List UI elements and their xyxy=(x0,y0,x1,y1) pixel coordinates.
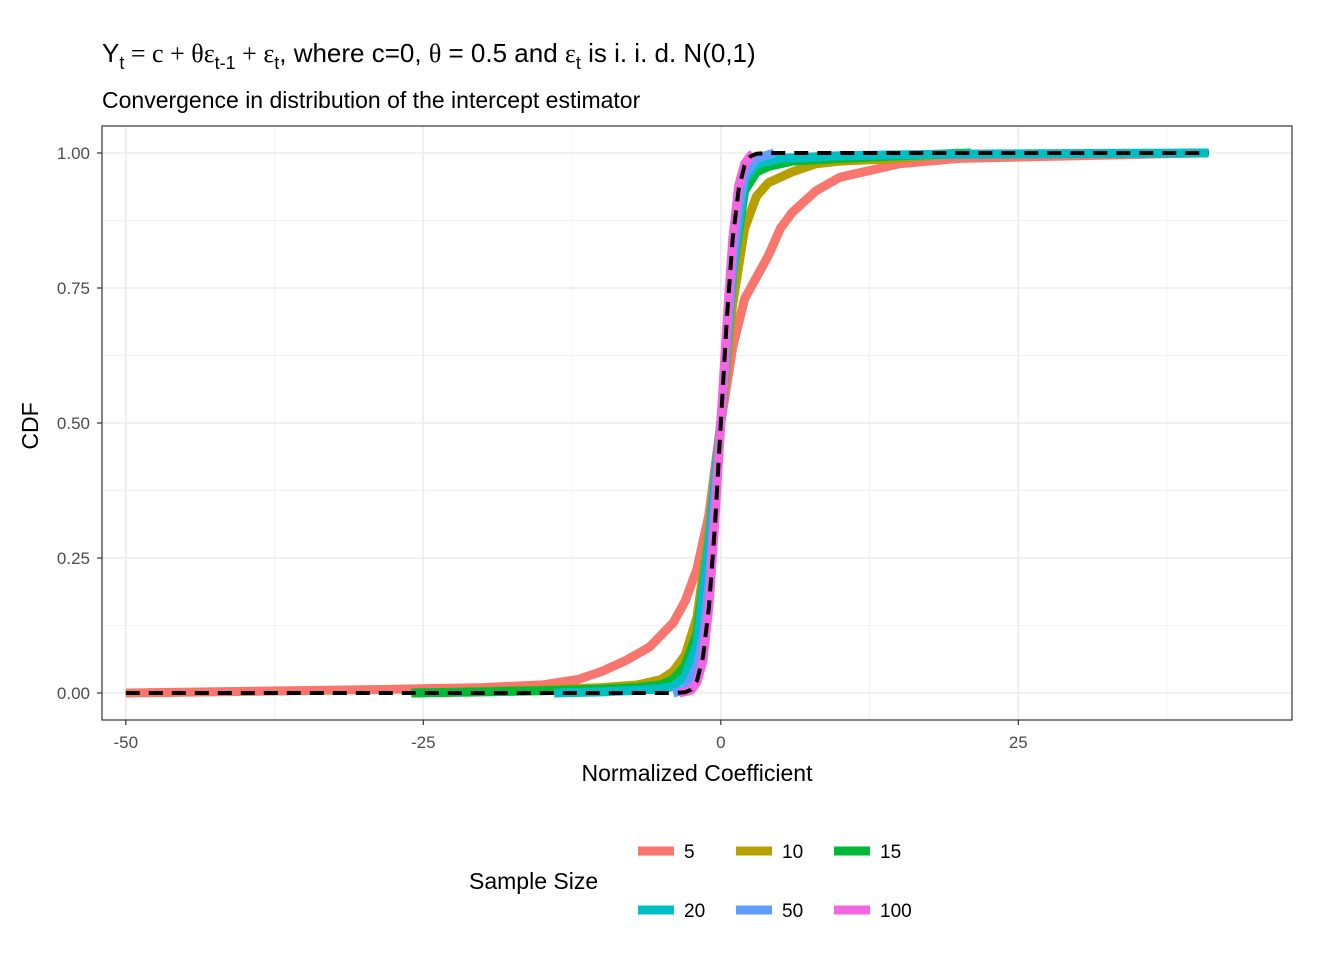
legend-label-20: 20 xyxy=(684,901,705,922)
legend-label-100: 100 xyxy=(880,901,912,922)
legend-label-10: 10 xyxy=(782,842,803,863)
y-tick-label: 0.25 xyxy=(57,549,90,568)
legend-label-50: 50 xyxy=(782,901,803,922)
x-tick-label: 25 xyxy=(1009,733,1028,752)
x-tick-label: 0 xyxy=(716,733,725,752)
reference-normal-cdf xyxy=(125,151,1209,695)
y-tick-label: 1.00 xyxy=(57,144,90,163)
y-axis-ticks: 0.00 0.25 0.50 0.75 1.00 xyxy=(57,144,102,703)
x-tick-label: -50 xyxy=(114,733,139,752)
y-axis-title: CDF xyxy=(17,402,43,449)
legend: Sample Size 5 10 15 20 50 100 xyxy=(469,842,912,922)
x-axis-ticks: -50 -25 0 25 xyxy=(114,720,1028,752)
x-tick-label: -25 xyxy=(411,733,436,752)
chart-subtitle: Convergence in distribution of the inter… xyxy=(102,87,641,113)
legend-label-15: 15 xyxy=(880,842,901,863)
legend-title: Sample Size xyxy=(469,868,598,894)
x-axis-title: Normalized Coefficient xyxy=(582,760,814,786)
plot-panel xyxy=(101,125,1293,721)
reference-line xyxy=(125,151,1209,695)
legend-items: 5 10 15 20 50 100 xyxy=(638,842,912,922)
y-tick-label: 0.50 xyxy=(57,414,90,433)
legend-label-5: 5 xyxy=(684,842,695,863)
chart-title: Yt = c + θεt-1 + εt, where c=0, θ = 0.5 … xyxy=(102,38,756,73)
y-tick-label: 0.75 xyxy=(57,279,90,298)
y-tick-label: 0.00 xyxy=(57,684,90,703)
